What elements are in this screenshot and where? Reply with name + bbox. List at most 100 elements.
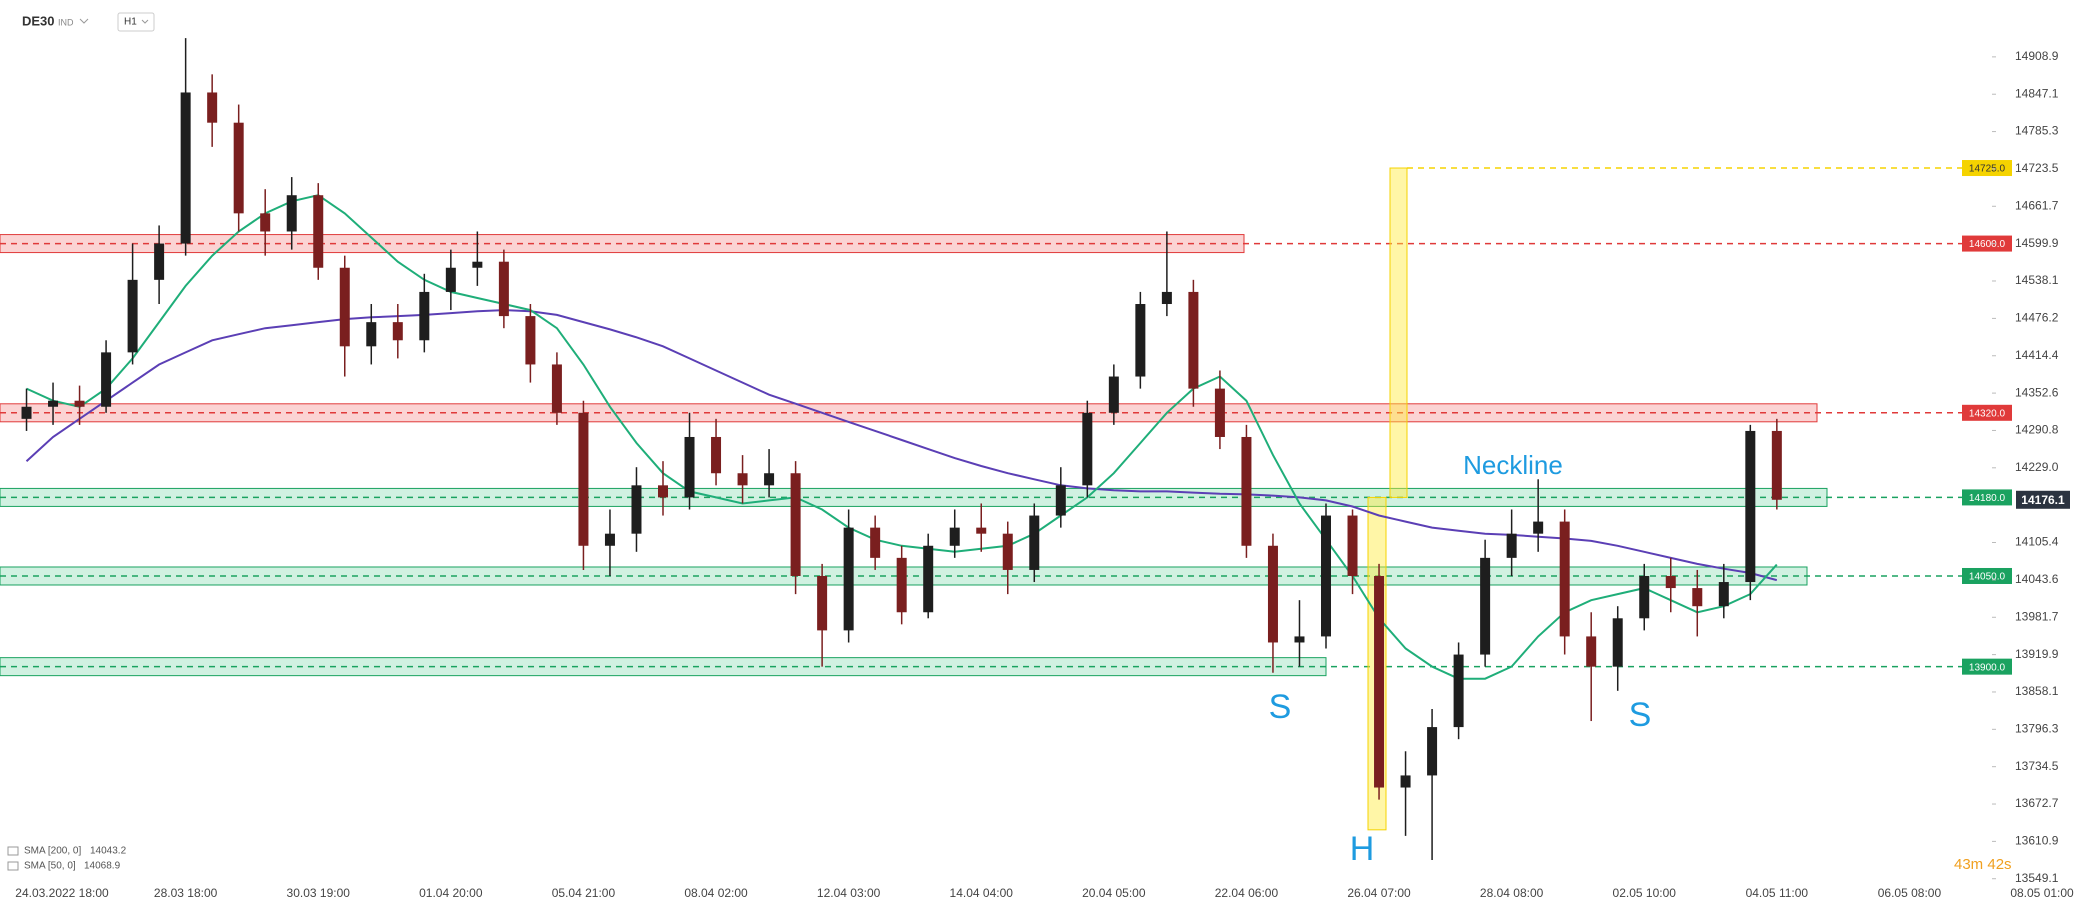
candle-body bbox=[1214, 388, 1225, 437]
x-tick-label: 05.04 21:00 bbox=[552, 886, 616, 900]
level-label: 14180.0 bbox=[1969, 493, 2006, 504]
projection-box bbox=[1389, 167, 1408, 498]
candle-body bbox=[1586, 636, 1597, 667]
y-tick-label: 14290.8 bbox=[2015, 423, 2059, 437]
candle-body bbox=[127, 279, 138, 353]
candle-body bbox=[419, 291, 430, 341]
y-tick-label: 13981.7 bbox=[2015, 609, 2059, 623]
x-tick-label: 02.05 10:00 bbox=[1613, 886, 1677, 900]
level-label: 14320.0 bbox=[1969, 408, 2006, 419]
current-price: 14176.1 bbox=[2021, 493, 2065, 507]
level-label: 14725.0 bbox=[1969, 164, 2006, 175]
candle-body bbox=[1321, 515, 1331, 637]
interval-button[interactable] bbox=[117, 12, 155, 32]
candle-body bbox=[896, 557, 907, 613]
x-tick-label: 22.04 06:00 bbox=[1215, 886, 1279, 900]
candle-body bbox=[658, 485, 668, 498]
candle-body bbox=[1029, 515, 1040, 570]
x-tick-label: 06.05 08:00 bbox=[1878, 886, 1942, 900]
y-tick-label: 13858.1 bbox=[2015, 684, 2059, 698]
candle-body bbox=[1082, 412, 1093, 486]
candle-body bbox=[1002, 533, 1013, 570]
y-tick-label: 14476.2 bbox=[2015, 311, 2059, 325]
candle-body bbox=[1427, 727, 1438, 776]
x-tick-label: 08.04 02:00 bbox=[684, 886, 748, 900]
y-tick-label: 14908.9 bbox=[2015, 49, 2059, 63]
level-label-box bbox=[1962, 658, 2012, 675]
candle-body bbox=[551, 364, 562, 413]
timer: 43m 42s bbox=[1954, 856, 2012, 873]
y-tick-label: 14229.0 bbox=[2015, 460, 2059, 474]
x-tick-label: 28.04 08:00 bbox=[1480, 886, 1544, 900]
level-label: 14600.0 bbox=[1969, 239, 2006, 250]
annotation: Neckline bbox=[1463, 450, 1563, 480]
x-tick-label: 24.03.2022 18:00 bbox=[15, 886, 109, 900]
candle-body bbox=[1692, 588, 1703, 607]
candle-body bbox=[870, 527, 881, 558]
candle-body bbox=[684, 436, 695, 498]
y-tick-label: 13610.9 bbox=[2015, 834, 2059, 848]
candle-body bbox=[790, 473, 801, 576]
y-tick-label: 14847.1 bbox=[2015, 86, 2059, 100]
x-tick-label: 14.04 04:00 bbox=[950, 886, 1014, 900]
level-label-box bbox=[1962, 567, 2012, 584]
y-tick-label: 14352.6 bbox=[2015, 385, 2059, 399]
candle-body bbox=[1612, 618, 1623, 667]
candle-body bbox=[286, 195, 297, 232]
candle-body bbox=[525, 316, 536, 365]
y-tick-label: 13734.5 bbox=[2015, 759, 2059, 773]
candle-body bbox=[1453, 654, 1464, 728]
symbol[interactable]: DE30 bbox=[22, 13, 55, 28]
level-label-box bbox=[1962, 160, 2012, 177]
candle-body bbox=[313, 195, 324, 268]
market: IND bbox=[58, 17, 74, 27]
y-tick-label: 14723.5 bbox=[2015, 161, 2059, 175]
candle-body bbox=[1533, 521, 1544, 534]
candle-body bbox=[1665, 575, 1676, 589]
candle-body bbox=[1161, 291, 1172, 305]
x-tick-label: 08.05 01:00 bbox=[2010, 886, 2074, 900]
candle-body bbox=[339, 267, 350, 347]
candle-body bbox=[1771, 430, 1782, 500]
current-price-box bbox=[2016, 490, 2070, 509]
x-tick-label: 12.04 03:00 bbox=[817, 886, 881, 900]
candle-body bbox=[472, 261, 483, 268]
candle-body bbox=[1108, 376, 1119, 413]
level-label: 13900.0 bbox=[1969, 662, 2006, 673]
y-tick-label: 14599.9 bbox=[2015, 236, 2059, 250]
x-tick-label: 04.05 11:00 bbox=[1746, 886, 1809, 900]
candle-body bbox=[498, 261, 509, 317]
candle-body bbox=[1188, 291, 1199, 389]
sma-line bbox=[25, 309, 1778, 582]
y-tick-label: 14538.1 bbox=[2015, 273, 2059, 287]
x-tick-label: 20.04 05:00 bbox=[1082, 886, 1146, 900]
candle-body bbox=[737, 473, 748, 486]
candle-body bbox=[1480, 557, 1491, 655]
candle-body bbox=[233, 122, 244, 214]
candle-body bbox=[1294, 636, 1305, 643]
candle-body bbox=[1135, 304, 1146, 377]
candle-body bbox=[764, 473, 775, 486]
level-label-box bbox=[1962, 235, 2012, 252]
candle-body bbox=[1055, 485, 1066, 516]
candle-body bbox=[631, 485, 642, 534]
x-tick-label: 26.04 07:00 bbox=[1347, 886, 1411, 900]
symbol-dropdown[interactable] bbox=[79, 18, 89, 24]
legend-name: SMA [200, 0] bbox=[24, 846, 81, 857]
candle-body bbox=[180, 92, 191, 244]
level-label-box bbox=[1962, 404, 2012, 421]
candle-body bbox=[101, 352, 112, 407]
level-label-box bbox=[1962, 489, 2012, 506]
candle-body bbox=[1267, 545, 1278, 643]
y-tick-label: 14785.3 bbox=[2015, 124, 2059, 138]
candle-body bbox=[366, 322, 377, 347]
candle-body bbox=[1559, 521, 1570, 637]
y-tick-label: 13549.1 bbox=[2015, 871, 2059, 885]
interval[interactable]: H1 bbox=[124, 17, 137, 28]
candle-body bbox=[923, 545, 934, 613]
candle-body bbox=[207, 92, 218, 123]
interval-caret bbox=[141, 19, 149, 24]
x-tick-label: 28.03 18:00 bbox=[154, 886, 218, 900]
